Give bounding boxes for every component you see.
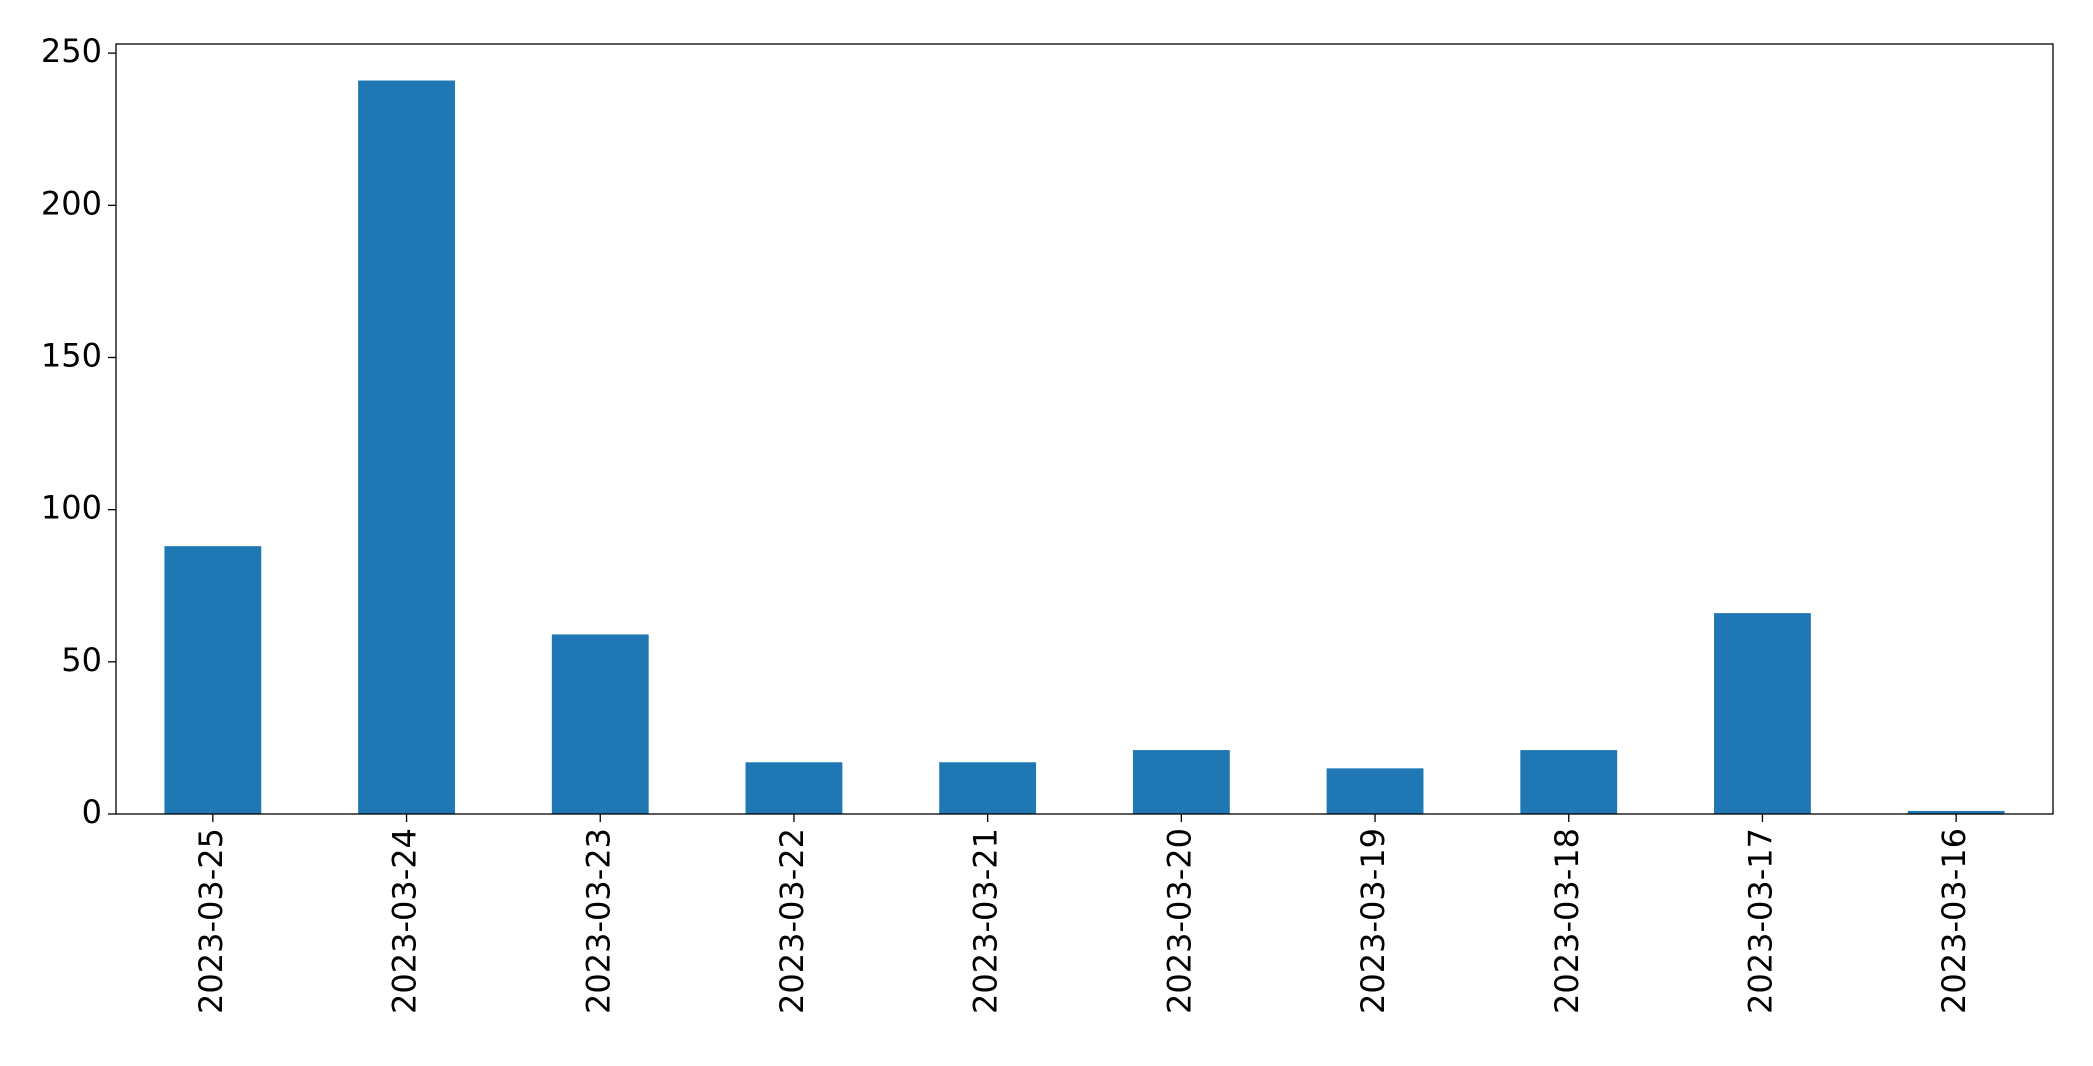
x-tick-label: 2023-03-20 [1160, 828, 1198, 1014]
plot-frame [115, 43, 2054, 815]
x-tick-label: 2023-03-22 [773, 828, 811, 1014]
x-tick-label: 2023-03-16 [1935, 828, 1973, 1014]
y-tick-label: 250 [41, 32, 102, 70]
x-tick-label: 2023-03-17 [1741, 828, 1779, 1014]
y-tick-label: 150 [41, 336, 102, 374]
bar [1714, 613, 1811, 814]
x-tick-label: 2023-03-21 [967, 828, 1005, 1014]
bar [1326, 768, 1424, 814]
x-tick-label: 2023-03-24 [386, 828, 424, 1014]
y-tick-label: 0 [82, 793, 102, 831]
bar [551, 634, 649, 814]
y-tick-label: 200 [41, 184, 102, 222]
x-tick-label: 2023-03-19 [1354, 828, 1392, 1014]
y-tick-label: 50 [61, 641, 102, 679]
bar [1907, 810, 2005, 814]
bar [1520, 750, 1618, 814]
x-tick-label: 2023-03-18 [1548, 828, 1586, 1014]
y-tick-label: 100 [41, 489, 102, 527]
bar [745, 762, 843, 814]
x-tick-label: 2023-03-25 [192, 828, 230, 1014]
bar [939, 762, 1037, 814]
bar [164, 546, 262, 814]
bar [358, 80, 455, 815]
bar [1132, 750, 1230, 814]
x-tick-label: 2023-03-23 [579, 828, 617, 1014]
